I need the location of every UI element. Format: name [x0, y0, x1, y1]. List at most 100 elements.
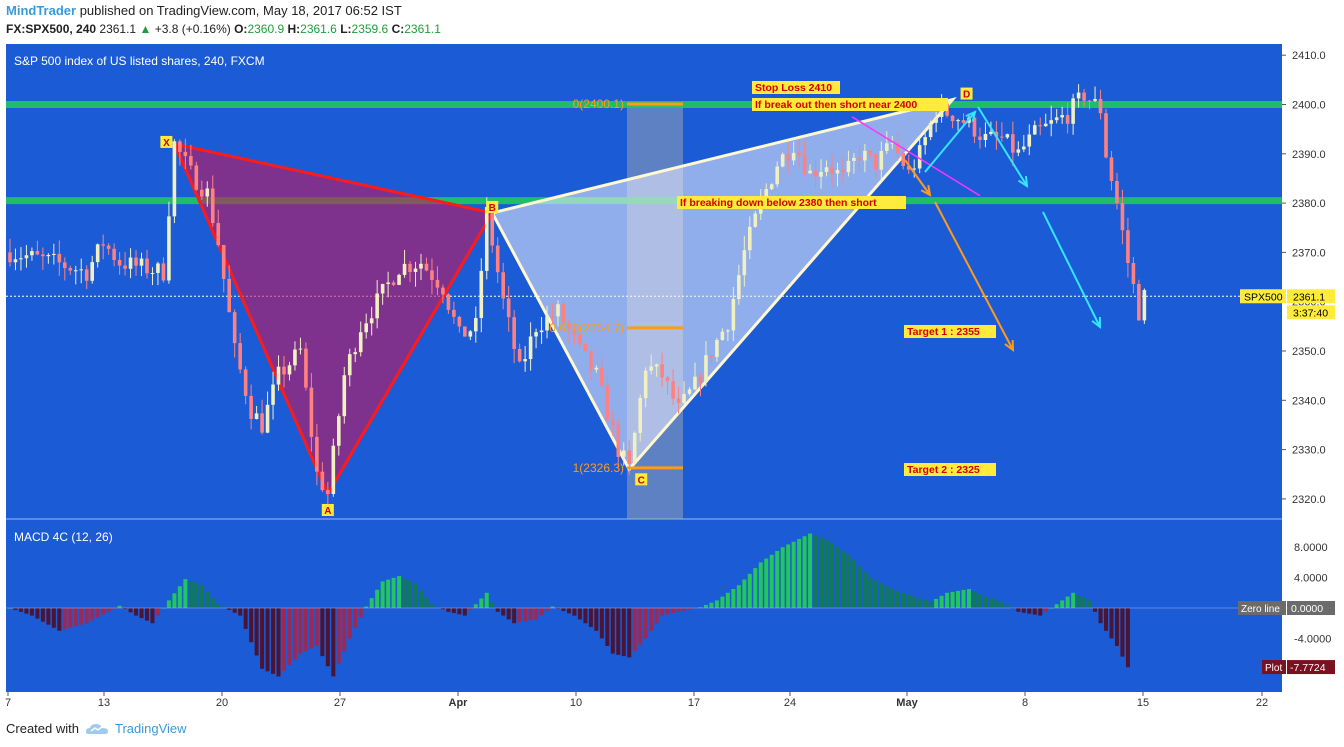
- macd-bar: [1027, 608, 1032, 614]
- magenta-trendline[interactable]: [851, 116, 981, 197]
- candle-body: [205, 188, 210, 197]
- macd-bar: [709, 602, 714, 608]
- candle-body: [605, 385, 610, 421]
- pattern-point-bg: [635, 473, 648, 486]
- time-tick-label: 17: [688, 697, 700, 709]
- cyan-arrow-up[interactable]: [924, 111, 976, 173]
- macd-bar: [884, 586, 889, 608]
- candle-body: [172, 141, 177, 217]
- candle-body: [895, 142, 900, 154]
- candle-body: [495, 245, 500, 273]
- candle-body: [1093, 98, 1097, 101]
- macd-bar: [577, 608, 582, 620]
- pattern-point-x[interactable]: X: [160, 135, 173, 149]
- macd-bar: [73, 608, 78, 627]
- plot-value-tag-bg: [1287, 660, 1335, 675]
- stop-loss-label[interactable]: Stop Loss 2410: [752, 81, 840, 94]
- candle-body: [890, 142, 895, 144]
- candle-body: [1022, 146, 1026, 150]
- high-label: H:: [287, 22, 301, 36]
- chart-title: S&P 500 index of US listed shares, 240, …: [14, 54, 265, 68]
- macd-bar: [512, 608, 517, 624]
- time-tick-label: 8: [1022, 697, 1028, 709]
- candle-body: [249, 395, 253, 419]
- macd-bar: [906, 594, 911, 608]
- candle-body: [331, 445, 336, 495]
- candle-body: [534, 332, 538, 337]
- cyan-arrow-down-2[interactable]: [1042, 211, 1101, 328]
- symbol-price-tag[interactable]: SPX500: [1240, 289, 1286, 304]
- macd-bar: [101, 608, 106, 615]
- countdown-tag-bg: [1287, 305, 1335, 320]
- candle-body: [463, 326, 467, 337]
- pattern-point-label: B: [489, 203, 496, 214]
- macd-bar: [457, 608, 462, 615]
- macd-bar: [994, 600, 999, 608]
- xab-triangle[interactable]: [171, 141, 495, 498]
- macd-bar: [1043, 608, 1048, 612]
- candle-body: [923, 137, 927, 146]
- macd-bar: [194, 583, 199, 608]
- zero-line-tag: Zero line 0.0000: [1238, 601, 1335, 615]
- candle-body: [879, 150, 884, 170]
- pattern-point-b[interactable]: B: [486, 200, 499, 214]
- macd-bar: [912, 596, 917, 608]
- macd-bar: [1016, 608, 1021, 612]
- cyan-arrow-down-1[interactable]: [977, 106, 1028, 187]
- breakdown-short-label[interactable]: If breaking down below 2380 then short: [677, 196, 906, 209]
- candle-body: [145, 258, 149, 274]
- macd-bar: [665, 608, 670, 615]
- zero-value-tag-bg: [1287, 601, 1335, 615]
- countdown-tag-text: 3:37:40: [1293, 307, 1328, 319]
- tradingview-brand-link[interactable]: TradingView: [114, 721, 187, 736]
- pattern-point-c[interactable]: C: [635, 473, 648, 486]
- price-chart[interactable]: 2320.02330.02340.02350.02360.02370.02380…: [0, 40, 1344, 715]
- macd-bar: [462, 608, 467, 616]
- breakout-short-label[interactable]: If break out then short near 2400: [752, 98, 948, 111]
- candle-body: [150, 272, 155, 274]
- candle-body: [665, 377, 670, 382]
- orange-arrow-short[interactable]: [904, 159, 931, 196]
- orange-arrow-target-head: [1004, 339, 1015, 353]
- candle-body: [874, 153, 878, 170]
- macd-bar: [117, 605, 122, 608]
- pattern-point-d[interactable]: D: [960, 87, 973, 101]
- macd-bar: [150, 608, 155, 624]
- open-value: 2360.9: [247, 22, 285, 36]
- candle-body: [315, 436, 319, 472]
- candle-body: [501, 272, 505, 299]
- macd-bar: [391, 577, 396, 608]
- candle-body: [572, 329, 577, 335]
- candle-body: [742, 250, 747, 276]
- macd-bar: [501, 608, 506, 616]
- candle-body: [238, 343, 242, 370]
- candle-body: [906, 165, 911, 170]
- time-tick-label: Apr: [449, 697, 469, 709]
- macd-bar: [18, 608, 23, 612]
- macd-bar: [808, 533, 813, 608]
- macd-bar: [386, 579, 391, 608]
- macd-bar: [298, 608, 303, 654]
- candle-body: [863, 150, 867, 161]
- candle-body: [643, 370, 648, 399]
- candle-body: [397, 274, 401, 285]
- macd-bar: [1071, 592, 1076, 608]
- macd-bar: [923, 600, 928, 608]
- pattern-point-a[interactable]: A: [321, 503, 334, 517]
- macd-bar: [824, 539, 829, 608]
- author-name[interactable]: MindTrader: [6, 3, 77, 18]
- price-tick-label: 2320.0: [1292, 494, 1326, 506]
- candle-body: [304, 348, 308, 388]
- macd-bar: [610, 608, 615, 654]
- target-1-label[interactable]: Target 1 : 2355: [904, 325, 996, 338]
- macd-bar: [983, 596, 988, 608]
- candle-body: [1038, 125, 1043, 127]
- candle-body: [567, 322, 571, 330]
- candle-body: [457, 316, 462, 327]
- macd-bar: [830, 543, 834, 608]
- orange-arrow-target[interactable]: [934, 201, 1014, 351]
- last-price-tag[interactable]: 2361.1: [1287, 289, 1335, 304]
- candle-body: [265, 404, 270, 433]
- candle-body: [539, 330, 544, 333]
- target-2-label[interactable]: Target 2 : 2325: [904, 463, 996, 476]
